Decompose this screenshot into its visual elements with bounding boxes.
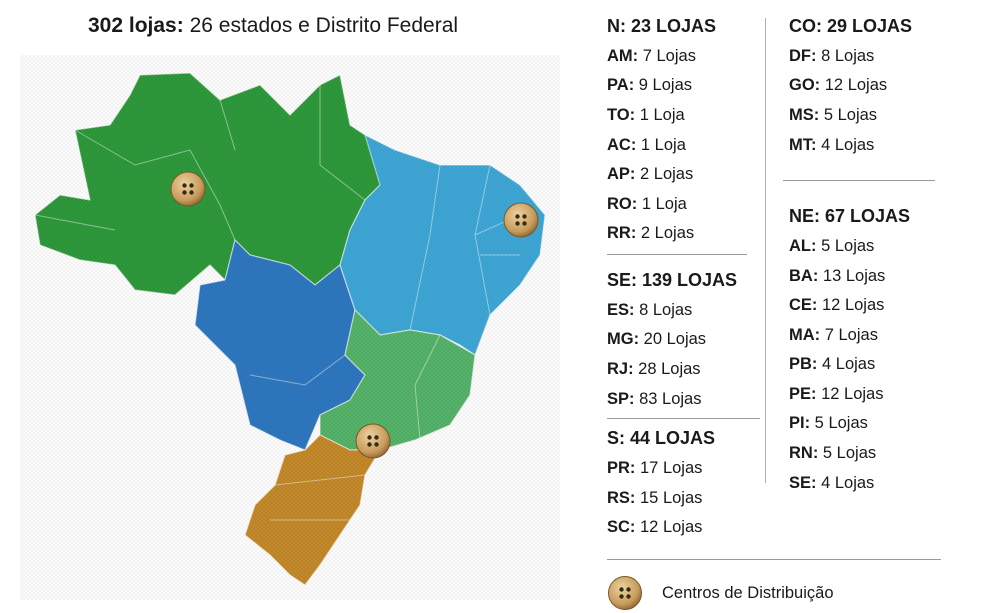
state-row: PA: 9 Lojas: [607, 76, 692, 94]
region-heading-se: SE: 139 LOJAS: [607, 270, 738, 290]
region-heading-co: CO: 29 LOJAS: [789, 16, 913, 36]
state-row: PI: 5 Lojas: [789, 414, 868, 432]
distribution-center-southeast: [355, 423, 391, 459]
state-row: ES: 8 Lojas: [607, 301, 693, 319]
distribution-center-north: [170, 171, 206, 207]
state-row: PR: 17 Lojas: [607, 459, 703, 477]
state-row: PB: 4 Lojas: [789, 355, 876, 373]
state-row: BA: 13 Lojas: [789, 267, 886, 285]
legend-label: Centros de Distribuição: [662, 584, 834, 602]
state-row: MS: 5 Lojas: [789, 106, 878, 124]
region-heading-ne: NE: 67 LOJAS: [789, 206, 911, 226]
state-row: TO: 1 Loja: [607, 106, 685, 124]
divider-co-ne: [783, 180, 935, 181]
state-row: RJ: 28 Lojas: [607, 360, 701, 378]
state-row: DF: 8 Lojas: [789, 47, 875, 65]
brazil-map: [20, 55, 560, 600]
divider-se-s: [607, 418, 760, 419]
button-icon: [608, 576, 642, 610]
state-row: AC: 1 Loja: [607, 136, 686, 154]
state-row: MA: 7 Lojas: [789, 326, 878, 344]
state-row: GO: 12 Lojas: [789, 76, 888, 94]
state-row: RO: 1 Loja: [607, 195, 687, 213]
state-row: AM: 7 Lojas: [607, 47, 696, 65]
region-heading-n: N: 23 LOJAS: [607, 16, 717, 36]
region-south: [244, 434, 382, 586]
state-row: MT: 4 Lojas: [789, 136, 875, 154]
state-row: SC: 12 Lojas: [607, 518, 703, 536]
state-row: AL: 5 Lojas: [789, 237, 875, 255]
state-row: PE: 12 Lojas: [789, 385, 884, 403]
state-row: SE: 4 Lojas: [789, 474, 875, 492]
state-row: RR: 2 Lojas: [607, 224, 695, 242]
divider-n-se: [607, 254, 747, 255]
state-row: MG: 20 Lojas: [607, 330, 707, 348]
state-row: RS: 15 Lojas: [607, 489, 703, 507]
state-row: SP: 83 Lojas: [607, 390, 702, 408]
column-divider: [765, 18, 766, 483]
state-row: CE: 12 Lojas: [789, 296, 885, 314]
distribution-center-northeast: [503, 202, 539, 238]
page-title: 302 lojas: 26 estados e Distrito Federal: [88, 14, 459, 37]
state-row: RN: 5 Lojas: [789, 444, 877, 462]
divider-legend: [607, 559, 941, 560]
state-row: AP: 2 Lojas: [607, 165, 694, 183]
region-heading-s: S: 44 LOJAS: [607, 428, 716, 448]
